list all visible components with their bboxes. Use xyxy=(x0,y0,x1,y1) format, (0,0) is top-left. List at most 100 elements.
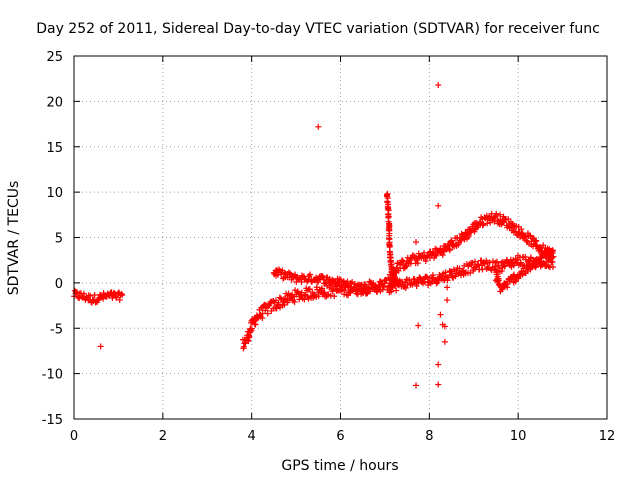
data-point xyxy=(414,260,421,267)
data-point xyxy=(307,271,314,278)
data-point xyxy=(319,285,326,292)
data-point xyxy=(315,293,322,300)
data-point xyxy=(522,253,529,260)
x-tick-label: 10 xyxy=(510,429,527,444)
data-point xyxy=(459,268,466,275)
y-tick-label: 0 xyxy=(55,277,63,292)
data-point xyxy=(246,333,253,340)
data-point xyxy=(435,381,442,388)
data-points xyxy=(71,82,557,389)
data-point xyxy=(264,310,271,317)
data-point xyxy=(281,301,288,308)
data-point xyxy=(444,297,451,304)
chart-title: Day 252 of 2011, Sidereal Day-to-day VTE… xyxy=(36,21,600,37)
data-point xyxy=(259,310,266,317)
data-point xyxy=(248,325,255,332)
data-point xyxy=(550,253,557,260)
data-point xyxy=(491,213,498,220)
data-point xyxy=(543,253,550,260)
data-point xyxy=(409,252,416,259)
data-point xyxy=(475,261,482,268)
data-point xyxy=(282,296,289,303)
data-point xyxy=(471,258,478,265)
data-point xyxy=(91,291,98,298)
data-point xyxy=(435,361,442,368)
data-point xyxy=(435,82,442,89)
plot-frame xyxy=(73,55,608,420)
data-point xyxy=(353,286,360,293)
data-point xyxy=(550,264,557,271)
data-point xyxy=(527,254,534,261)
data-point xyxy=(298,278,305,285)
data-point xyxy=(481,260,488,267)
data-point xyxy=(433,252,440,259)
data-point xyxy=(479,222,486,229)
data-point xyxy=(450,266,457,273)
x-axis-label: GPS time / hours xyxy=(281,458,398,474)
data-point xyxy=(437,311,444,318)
grid-lines xyxy=(74,56,607,419)
data-point xyxy=(393,287,400,294)
data-point xyxy=(499,286,506,293)
data-point xyxy=(116,296,123,303)
data-point xyxy=(315,123,322,130)
data-point xyxy=(439,252,446,259)
data-point xyxy=(415,322,422,329)
data-point xyxy=(113,294,120,301)
y-tick-label: 15 xyxy=(46,141,63,156)
y-tick-label: -10 xyxy=(42,368,63,383)
y-axis-label: SDTVAR / TECUs xyxy=(6,181,22,296)
data-point xyxy=(401,283,408,290)
data-point xyxy=(413,382,420,389)
data-point xyxy=(527,266,534,273)
data-point xyxy=(381,283,388,290)
data-point xyxy=(549,247,556,254)
data-point xyxy=(421,249,428,256)
data-point xyxy=(455,271,462,278)
data-point xyxy=(533,242,540,249)
data-point xyxy=(432,251,439,258)
y-tick-label: -15 xyxy=(42,413,63,428)
data-point xyxy=(441,323,448,330)
data-point xyxy=(87,292,94,299)
data-point xyxy=(273,305,280,312)
data-point xyxy=(337,276,344,283)
data-point xyxy=(517,259,524,266)
data-point xyxy=(520,265,527,272)
data-point xyxy=(372,283,379,290)
x-axis-ticks: 0 2 4 6 8 10 12 xyxy=(70,56,615,444)
data-point xyxy=(497,211,504,218)
data-point xyxy=(495,277,502,284)
data-point xyxy=(349,279,356,286)
data-point xyxy=(119,292,126,299)
data-point xyxy=(444,284,451,291)
data-point xyxy=(380,283,387,290)
x-tick-label: 6 xyxy=(336,429,344,444)
data-point xyxy=(291,298,298,305)
data-point xyxy=(306,286,313,293)
data-point xyxy=(446,247,453,254)
y-tick-label: 5 xyxy=(55,232,63,247)
data-point xyxy=(480,221,487,228)
data-point xyxy=(413,239,420,246)
data-point xyxy=(479,266,486,273)
data-point xyxy=(399,278,406,285)
data-point xyxy=(448,237,455,244)
data-point xyxy=(304,277,311,284)
x-tick-label: 2 xyxy=(159,429,167,444)
data-point xyxy=(309,289,316,296)
data-point xyxy=(493,210,500,217)
data-point xyxy=(549,258,556,265)
data-point xyxy=(402,285,409,292)
data-point xyxy=(443,273,450,280)
data-point xyxy=(394,281,401,288)
data-point xyxy=(523,262,530,269)
x-tick-label: 4 xyxy=(248,429,256,444)
data-point xyxy=(423,273,430,280)
data-point xyxy=(444,277,451,284)
data-point xyxy=(319,272,326,279)
data-point xyxy=(429,272,436,279)
data-point xyxy=(515,275,522,282)
y-tick-label: -5 xyxy=(50,322,63,337)
data-point xyxy=(523,237,530,244)
